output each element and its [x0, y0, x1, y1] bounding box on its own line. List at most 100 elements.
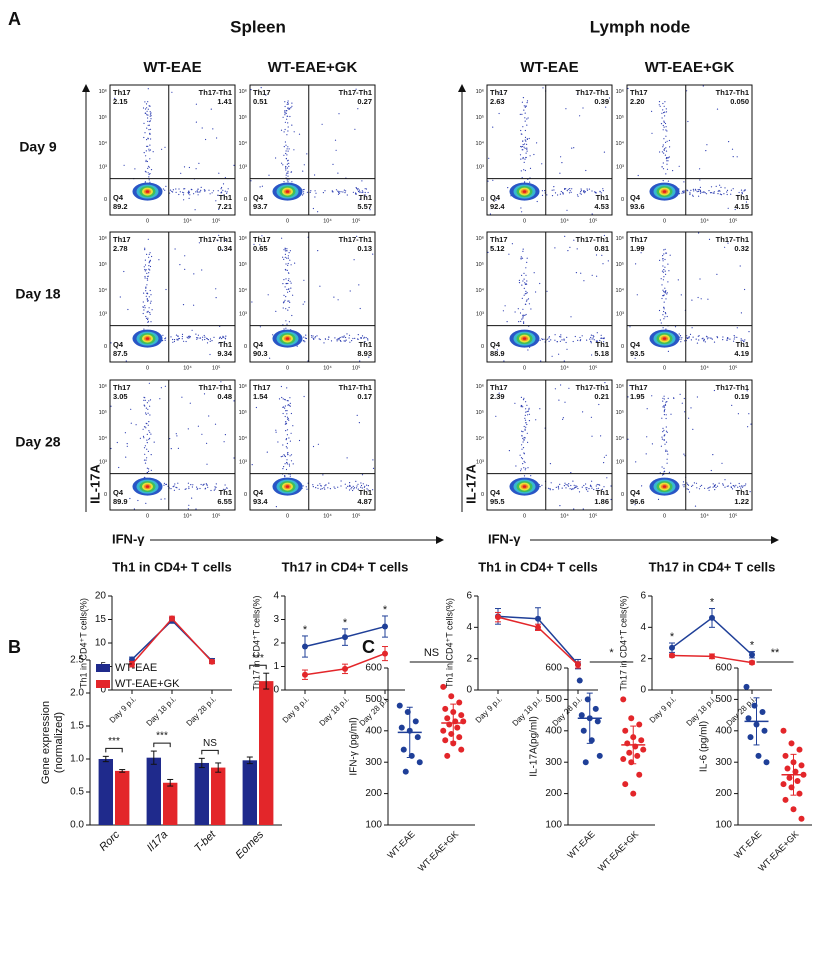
event-dot	[288, 463, 290, 465]
event-dot	[284, 415, 286, 418]
dot	[788, 740, 795, 747]
event-dot	[226, 191, 228, 193]
event-dot	[526, 280, 528, 282]
event-dot	[147, 165, 150, 167]
event-dot	[661, 417, 663, 419]
event-dot	[282, 116, 284, 118]
event-dot	[563, 485, 566, 487]
event-dot	[290, 171, 292, 173]
flow-y-tick: 10³	[616, 164, 624, 170]
event-dot	[636, 294, 638, 296]
event-dot	[573, 239, 575, 241]
y-tick-label: 300	[545, 757, 562, 768]
y-tick-label: 0	[640, 685, 646, 696]
event-dot	[202, 336, 204, 338]
event-dot	[665, 252, 667, 254]
event-dot	[206, 442, 208, 444]
event-dot	[149, 414, 151, 416]
event-dot	[305, 337, 307, 340]
event-dot	[313, 338, 315, 340]
event-dot	[204, 189, 206, 191]
event-dot	[699, 179, 701, 181]
x-tick-label: WT-EAE	[385, 829, 416, 860]
event-dot	[662, 146, 664, 148]
axis-title: IL-17A	[87, 464, 102, 504]
plot-frame	[486, 379, 613, 511]
event-dot	[570, 484, 572, 487]
event-dot	[287, 452, 289, 454]
event-dot	[580, 189, 583, 191]
event-dot	[352, 337, 354, 340]
x-tick-label: Il17a	[145, 829, 170, 854]
event-dot	[360, 484, 363, 487]
event-dot	[528, 407, 530, 409]
event-dot	[309, 191, 311, 193]
event-dot	[355, 88, 357, 90]
flow-y-tick: 10⁵	[239, 114, 247, 121]
event-dot	[289, 455, 291, 457]
event-dot	[687, 488, 689, 491]
event-dot	[523, 287, 525, 289]
event-dot	[139, 437, 141, 439]
event-dot	[715, 486, 717, 489]
significance-bracket	[105, 747, 123, 753]
event-dot	[683, 484, 686, 486]
event-dot	[590, 485, 592, 487]
event-dot	[542, 87, 544, 89]
event-dot	[677, 279, 679, 281]
event-dot	[289, 250, 291, 252]
event-dot	[666, 315, 668, 318]
event-dot	[288, 278, 290, 280]
event-dot	[749, 491, 751, 493]
event-dot	[285, 144, 287, 146]
chart-title: Th17 in CD4+ T cells	[649, 559, 776, 574]
event-dot	[716, 108, 719, 110]
event-dot	[188, 486, 190, 488]
event-dot	[145, 317, 148, 319]
event-dot	[663, 105, 665, 107]
event-dot	[283, 258, 285, 260]
density-core	[522, 337, 527, 340]
event-dot	[662, 129, 664, 131]
event-dot	[200, 186, 202, 188]
event-dot	[681, 402, 683, 404]
event-dot	[667, 350, 670, 352]
flow-y-tick: 0	[104, 197, 107, 203]
event-dot	[663, 439, 665, 441]
event-dot	[218, 208, 220, 210]
event-dot	[198, 162, 200, 164]
event-dot	[664, 287, 666, 289]
event-dot	[163, 484, 165, 486]
y-tick-label: 1	[273, 661, 279, 672]
event-dot	[602, 188, 604, 190]
event-dot	[323, 342, 325, 344]
event-dot	[744, 189, 746, 191]
event-dot	[526, 299, 528, 301]
gate-name: Th17-Th1	[339, 88, 372, 97]
event-dot	[188, 166, 190, 169]
event-dot	[144, 270, 146, 272]
event-dot	[525, 290, 527, 292]
y-tick-label: 600	[365, 663, 382, 674]
event-dot	[195, 168, 197, 170]
flow-x-tick: 0	[286, 218, 289, 224]
event-dot	[145, 422, 147, 424]
event-dot	[218, 342, 220, 344]
event-dot	[224, 177, 226, 179]
event-dot	[526, 118, 528, 120]
event-dot	[118, 466, 120, 469]
event-dot	[352, 485, 354, 487]
event-dot	[539, 486, 541, 488]
event-dot	[708, 487, 710, 489]
event-dot	[520, 257, 522, 259]
event-dot	[662, 180, 664, 182]
event-dot	[287, 264, 289, 266]
flow-y-tick: 10⁵	[99, 114, 107, 121]
event-dot	[663, 310, 665, 313]
event-dot	[187, 508, 189, 510]
event-dot	[667, 281, 669, 283]
event-dot	[265, 94, 267, 96]
event-dot	[316, 335, 318, 337]
event-dot	[267, 294, 269, 296]
gate-value: 1.99	[630, 244, 645, 253]
